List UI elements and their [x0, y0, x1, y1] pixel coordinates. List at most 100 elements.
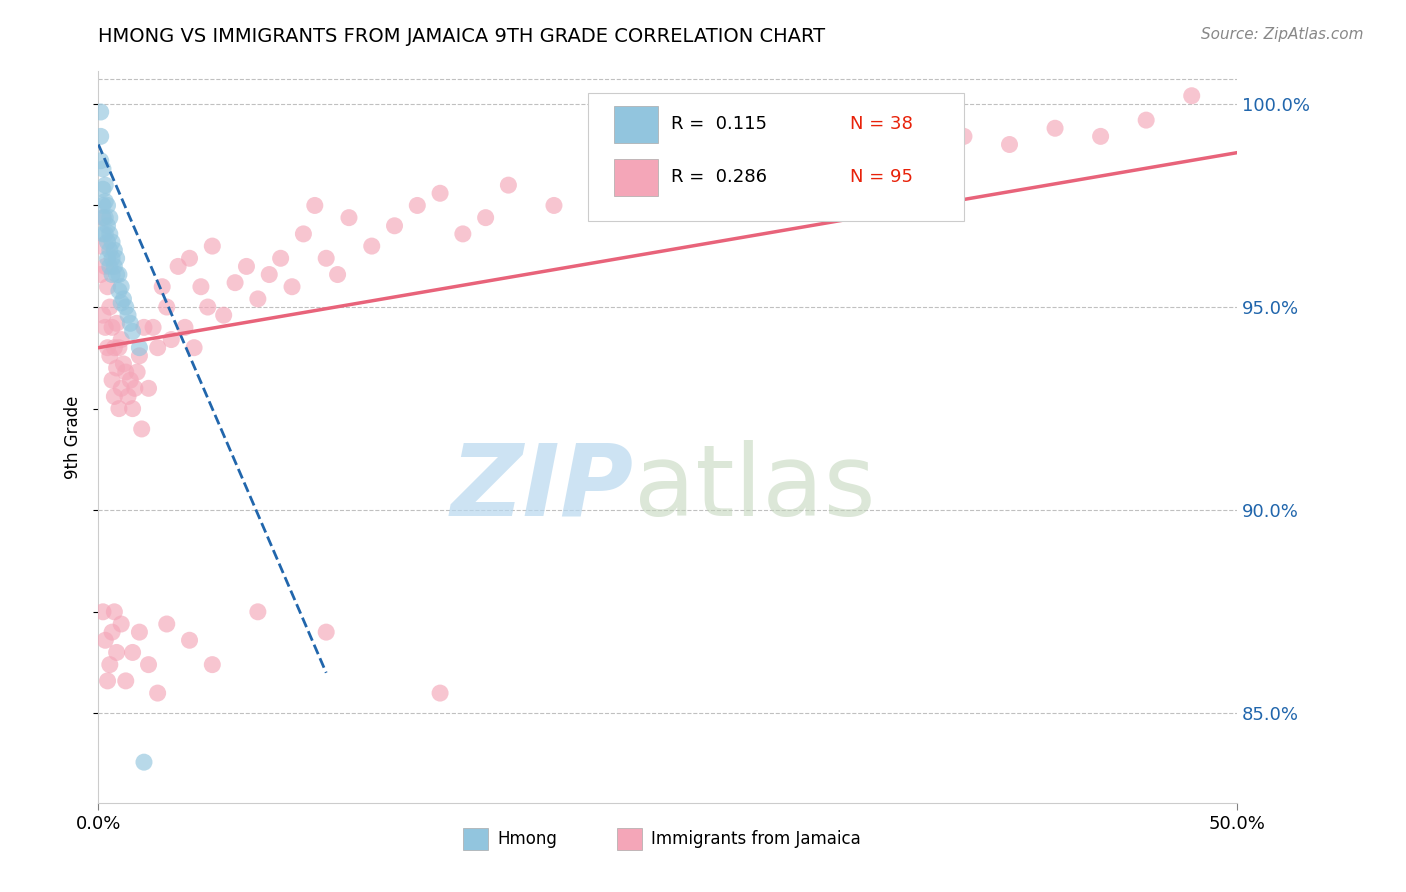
Point	[120, 373, 142, 387]
Bar	[617, 829, 641, 850]
Text: R =  0.286: R = 0.286	[671, 169, 768, 186]
Point	[142, 320, 165, 334]
Point	[105, 645, 128, 659]
Point	[110, 617, 132, 632]
Point	[429, 686, 451, 700]
Point	[246, 292, 269, 306]
Point	[124, 381, 146, 395]
Point	[90, 105, 112, 120]
Point	[907, 145, 929, 160]
Point	[1135, 113, 1157, 128]
Point	[138, 657, 160, 672]
Point	[315, 252, 337, 266]
Text: Immigrants from Jamaica: Immigrants from Jamaica	[651, 830, 860, 848]
Point	[105, 252, 128, 266]
Text: R =  0.115: R = 0.115	[671, 115, 768, 134]
Point	[105, 268, 128, 282]
Point	[197, 300, 219, 314]
Bar	[463, 829, 488, 850]
Point	[103, 605, 125, 619]
Point	[90, 153, 112, 168]
Point	[91, 227, 114, 241]
Point	[128, 341, 150, 355]
Point	[112, 357, 135, 371]
Point	[174, 320, 197, 334]
Point	[150, 279, 173, 293]
Text: Hmong: Hmong	[498, 830, 557, 848]
Point	[212, 308, 235, 322]
Text: Source: ZipAtlas.com: Source: ZipAtlas.com	[1201, 27, 1364, 42]
Point	[270, 252, 292, 266]
Point	[108, 401, 131, 416]
Point	[167, 260, 190, 274]
Point	[98, 260, 121, 274]
Point	[94, 178, 117, 193]
Point	[121, 401, 143, 416]
Point	[98, 300, 121, 314]
Point	[112, 292, 135, 306]
Point	[94, 320, 117, 334]
Point	[94, 633, 117, 648]
Point	[101, 252, 124, 266]
FancyBboxPatch shape	[588, 94, 965, 221]
Point	[96, 279, 118, 293]
Point	[103, 260, 125, 274]
Point	[146, 686, 169, 700]
Point	[235, 260, 257, 274]
Point	[90, 239, 112, 253]
Point	[101, 268, 124, 282]
Point	[1043, 121, 1066, 136]
Point	[183, 341, 205, 355]
Point	[114, 673, 136, 688]
Point	[94, 227, 117, 241]
Point	[105, 361, 128, 376]
Point	[117, 308, 139, 322]
Point	[679, 186, 702, 201]
Point	[96, 341, 118, 355]
Point	[108, 284, 131, 298]
Point	[304, 198, 326, 212]
Text: N = 95: N = 95	[851, 169, 912, 186]
Point	[543, 198, 565, 212]
Point	[110, 296, 132, 310]
Point	[114, 365, 136, 379]
Point	[91, 308, 114, 322]
Point	[246, 605, 269, 619]
Point	[498, 178, 520, 193]
Point	[117, 389, 139, 403]
Point	[132, 755, 155, 769]
Point	[998, 137, 1021, 152]
Point	[156, 617, 179, 632]
Point	[131, 422, 153, 436]
Point	[108, 341, 131, 355]
Point	[94, 194, 117, 209]
Text: HMONG VS IMMIGRANTS FROM JAMAICA 9TH GRADE CORRELATION CHART: HMONG VS IMMIGRANTS FROM JAMAICA 9TH GRA…	[98, 27, 825, 45]
Point	[224, 276, 246, 290]
Point	[292, 227, 315, 241]
Point	[160, 333, 183, 347]
Point	[91, 182, 114, 196]
Point	[98, 657, 121, 672]
Y-axis label: 9th Grade: 9th Grade	[65, 395, 83, 479]
Point	[96, 673, 118, 688]
Bar	[614, 105, 658, 143]
Point	[132, 320, 155, 334]
Point	[474, 211, 496, 225]
Point	[315, 625, 337, 640]
Point	[138, 381, 160, 395]
Point	[110, 333, 132, 347]
Point	[406, 198, 429, 212]
Point	[110, 381, 132, 395]
Point	[91, 211, 114, 225]
Text: ZIP: ZIP	[451, 440, 634, 537]
Text: atlas: atlas	[634, 440, 876, 537]
Point	[384, 219, 406, 233]
Point	[90, 268, 112, 282]
Point	[259, 268, 281, 282]
Point	[326, 268, 349, 282]
Point	[337, 211, 360, 225]
Point	[91, 605, 114, 619]
Point	[101, 235, 124, 249]
Point	[101, 320, 124, 334]
Point	[98, 349, 121, 363]
